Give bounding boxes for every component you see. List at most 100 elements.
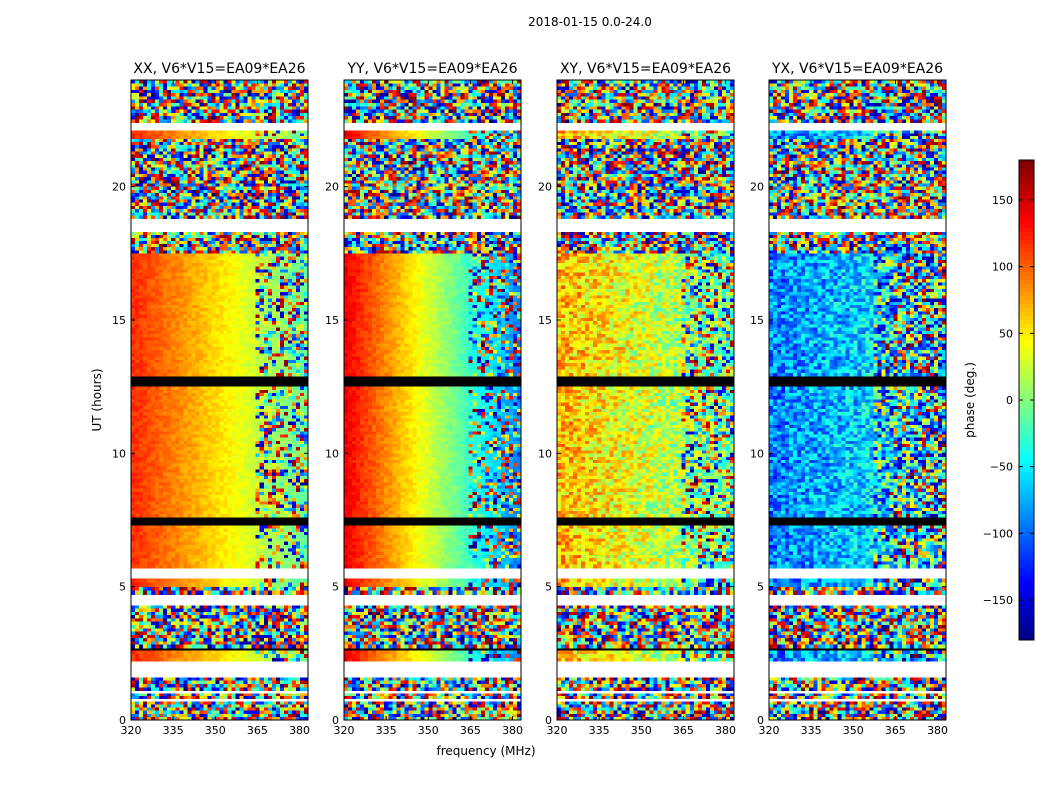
heatmap-cell	[240, 714, 244, 717]
heatmap-cell	[171, 701, 175, 704]
heatmap-cell	[179, 701, 183, 704]
heatmap-cell	[244, 677, 248, 681]
heatmap-cell	[131, 651, 135, 655]
heatmap-cell	[248, 622, 252, 626]
heatmap-cell	[195, 677, 199, 681]
heatmap-cell	[151, 615, 155, 619]
heatmap-cell	[175, 701, 179, 704]
heatmap-cell	[228, 696, 232, 699]
heatmap-cell	[167, 625, 171, 629]
heatmap-cell	[292, 618, 296, 622]
heatmap-cell	[248, 618, 252, 622]
heatmap-cell	[215, 632, 219, 636]
heatmap-cell	[159, 638, 163, 642]
heatmap-cell	[191, 622, 195, 626]
heatmap-cell	[228, 625, 232, 629]
heatmap-cell	[159, 704, 163, 707]
heatmap-cell	[135, 612, 139, 616]
heatmap-cell	[268, 628, 272, 632]
heatmap-cell	[171, 677, 175, 681]
heatmap-cell	[284, 684, 288, 688]
heatmap-cell	[236, 677, 240, 681]
heatmap-cell	[228, 687, 232, 691]
heatmap-cell	[171, 605, 175, 609]
heatmap-cell	[236, 654, 240, 658]
heatmap-cell	[151, 704, 155, 707]
heatmap-cell	[163, 618, 167, 622]
heatmap-cell	[191, 677, 195, 681]
heatmap-cell	[228, 612, 232, 616]
heatmap-cell	[244, 605, 248, 609]
heatmap-cell	[151, 579, 155, 583]
heatmap-cell	[155, 645, 159, 649]
heatmap-cell	[207, 658, 211, 662]
heatmap-cell	[244, 583, 248, 587]
heatmap-cell	[244, 632, 248, 636]
heatmap-cell	[300, 711, 304, 714]
heatmap-cell	[260, 641, 264, 645]
heatmap-cell	[143, 638, 147, 642]
heatmap-cell	[228, 618, 232, 622]
heatmap-cell	[268, 645, 272, 649]
heatmap-cell	[151, 687, 155, 691]
heatmap-cell	[296, 632, 300, 636]
heatmap-cell	[155, 714, 159, 717]
heatmap-cell	[296, 587, 300, 591]
heatmap-cell	[163, 651, 167, 655]
heatmap-cell	[248, 651, 252, 655]
heatmap-cell	[248, 615, 252, 619]
heatmap-cell	[159, 645, 163, 649]
heatmap-cell	[139, 635, 143, 639]
heatmap-cell	[300, 651, 304, 655]
heatmap-cell	[195, 701, 199, 704]
heatmap-cell	[171, 645, 175, 649]
heatmap-cell	[256, 587, 260, 591]
heatmap-cell	[248, 609, 252, 613]
heatmap-cell	[131, 591, 135, 595]
heatmap-cell	[203, 615, 207, 619]
heatmap-cell	[268, 618, 272, 622]
heatmap-cell	[151, 658, 155, 662]
heatmap-cell	[276, 635, 280, 639]
heatmap-cell	[296, 579, 300, 583]
heatmap-cell	[167, 612, 171, 616]
heatmap-cell	[276, 677, 280, 681]
heatmap-cell	[256, 638, 260, 642]
heatmap-cell	[232, 704, 236, 707]
heatmap-cell	[224, 641, 228, 645]
heatmap-cell	[179, 711, 183, 714]
heatmap-cell	[195, 635, 199, 639]
heatmap-cell	[228, 684, 232, 688]
heatmap-cell	[135, 591, 139, 595]
heatmap-cell	[232, 645, 236, 649]
heatmap-cell	[244, 708, 248, 711]
heatmap-cell	[171, 708, 175, 711]
heatmap-cell	[211, 635, 215, 639]
heatmap-cell	[215, 677, 219, 681]
heatmap-cell	[224, 579, 228, 583]
heatmap-cell	[191, 684, 195, 688]
heatmap-cell	[224, 681, 228, 685]
heatmap-cell	[276, 583, 280, 587]
heatmap-cell	[292, 677, 296, 681]
heatmap-cell	[284, 583, 288, 587]
heatmap-cell	[171, 681, 175, 685]
heatmap-cell	[163, 641, 167, 645]
heatmap-cell	[284, 687, 288, 691]
heatmap-cell	[272, 641, 276, 645]
heatmap-cell	[139, 587, 143, 591]
heatmap-cell	[280, 641, 284, 645]
heatmap-cell	[187, 704, 191, 707]
heatmap-cell	[284, 651, 288, 655]
heatmap-cell	[155, 615, 159, 619]
heatmap-cell	[292, 693, 296, 696]
heatmap-cell	[268, 612, 272, 616]
heatmap-cell	[151, 622, 155, 626]
heatmap-cell	[179, 583, 183, 587]
heatmap-cell	[220, 654, 224, 658]
heatmap-cell	[199, 711, 203, 714]
heatmap-cell	[236, 714, 240, 717]
heatmap-cell	[187, 641, 191, 645]
heatmap-cell	[135, 583, 139, 587]
heatmap-cell	[220, 684, 224, 688]
